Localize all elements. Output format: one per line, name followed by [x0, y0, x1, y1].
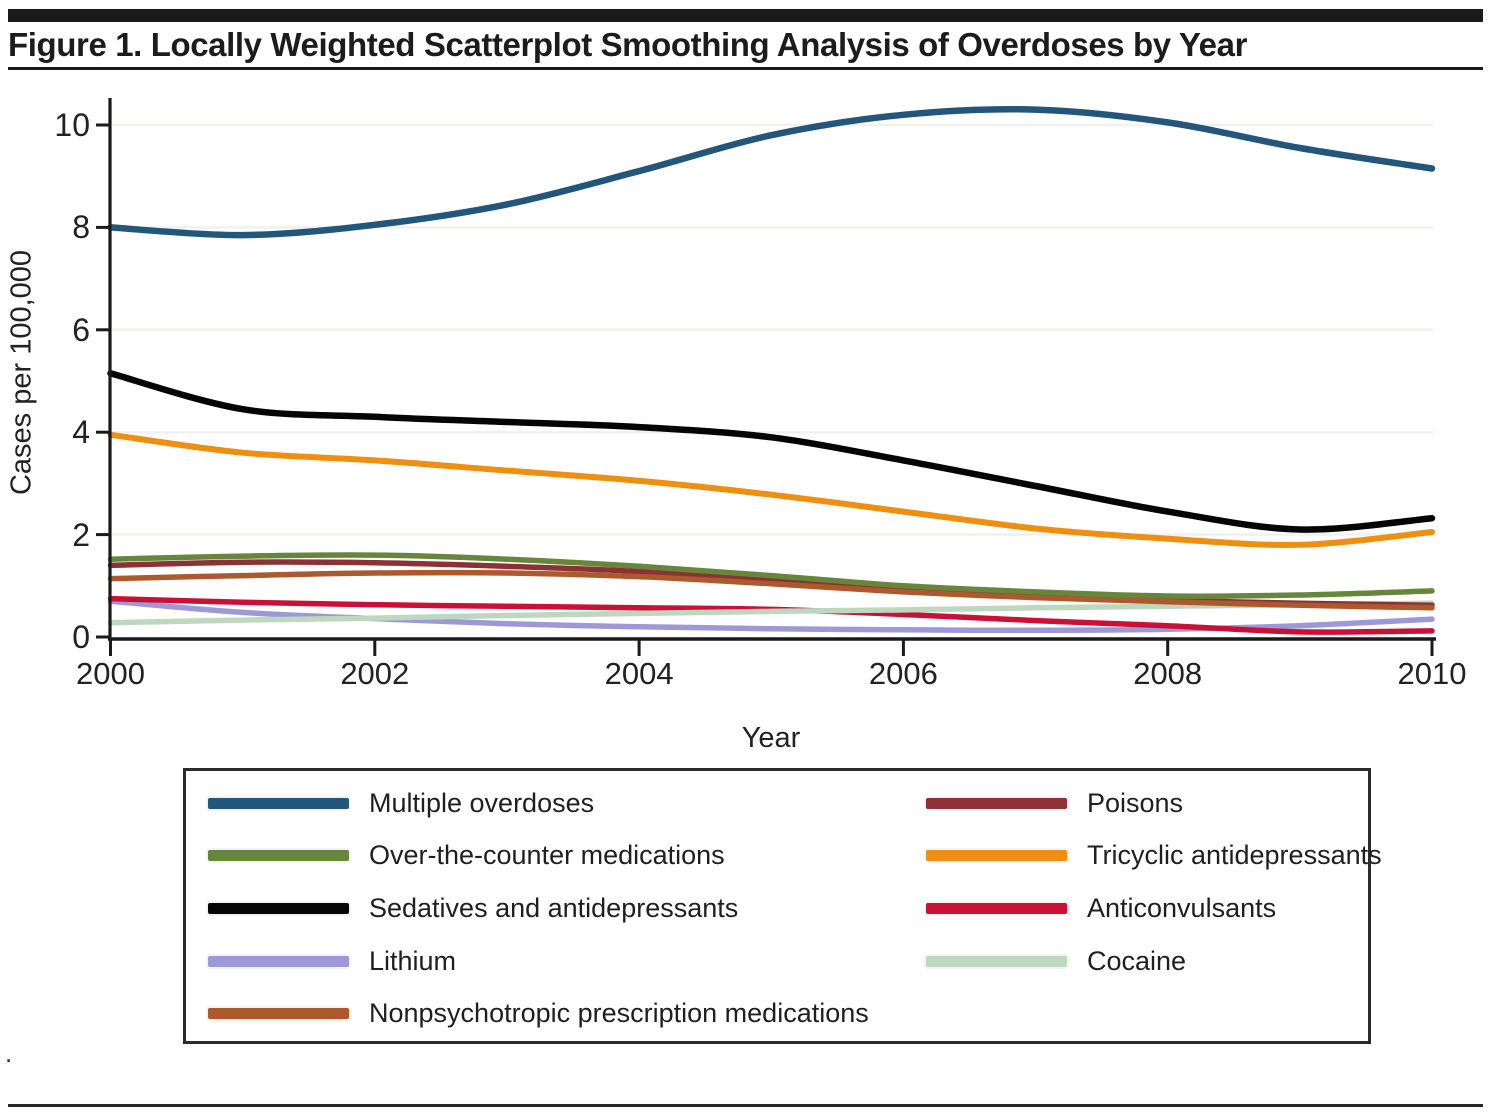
legend-label-over-the-counter-medications: Over-the-counter medications — [369, 840, 725, 871]
figure-title: Figure 1. Locally Weighted Scatterplot S… — [8, 26, 1248, 63]
legend-swatch-over-the-counter-medications — [208, 850, 349, 862]
legend-label-multiple-overdoses: Multiple overdoses — [369, 787, 595, 818]
series-line-poisons — [107, 559, 1435, 609]
x-tick-label-2004: 2004 — [604, 656, 674, 691]
series-line-sedatives-and-antidepressants — [107, 370, 1436, 533]
y-tick-label-0: 0 — [72, 619, 90, 655]
legend-item-cocaine: Cocaine — [904, 935, 1382, 988]
legend-swatch-multiple-overdoses — [208, 797, 349, 809]
legend-swatch-anticonvulsants — [926, 902, 1067, 914]
legend-label-poisons: Poisons — [1087, 787, 1184, 818]
top-rule-bar — [8, 9, 1483, 22]
x-axis-label: Year — [741, 722, 801, 754]
legend-item-tricyclic-antidepressants: Tricyclic antidepressants — [904, 830, 1382, 883]
legend-grid: Multiple overdoses Over-the-counter medic… — [186, 771, 1382, 1041]
legend-label-nonpsychotropic-prescription-medications: Nonpsychotropic prescription medications — [369, 998, 869, 1029]
series-line-nonpsychotropic-prescription-medications — [107, 569, 1435, 611]
series-line-cocaine — [107, 600, 1435, 626]
legend-column-right: Poisons Tricyclic antidepressants Anticonv… — [904, 771, 1382, 1041]
x-tick-label-2008: 2008 — [1133, 656, 1203, 691]
bottom-rule-bar — [8, 1104, 1483, 1107]
y-axis-label: Cases per 100,000 — [5, 249, 38, 496]
legend-label-lithium: Lithium — [369, 945, 457, 976]
legend-swatch-lithium — [208, 955, 349, 967]
legend-swatch-tricyclic-antidepressants — [926, 850, 1067, 862]
legend-swatch-nonpsychotropic-prescription-medications — [208, 1008, 349, 1020]
legend-swatch-sedatives-and-antidepressants — [208, 902, 349, 914]
series-line-tricyclic-antidepressants — [107, 431, 1435, 548]
y-tick-label-2: 2 — [72, 516, 90, 553]
legend-item-anticonvulsants: Anticonvulsants — [904, 882, 1382, 935]
y-tick-label-8: 8 — [72, 209, 90, 246]
series-line-lithium — [107, 598, 1435, 634]
legend-label-cocaine: Cocaine — [1087, 945, 1187, 976]
series-line-anticonvulsants — [107, 595, 1435, 635]
x-tick-label-2000: 2000 — [76, 656, 145, 691]
x-tick-label-2002: 2002 — [340, 656, 410, 691]
legend-label-tricyclic-antidepressants: Tricyclic antidepressants — [1087, 840, 1382, 871]
title-divider — [8, 67, 1483, 70]
legend-item-nonpsychotropic-prescription-medications: Nonpsychotropic prescription medications — [186, 987, 904, 1040]
legend-item-multiple-overdoses: Multiple overdoses — [186, 777, 904, 830]
legend-item-lithium: Lithium — [186, 935, 904, 988]
legend-swatch-cocaine — [926, 955, 1067, 967]
y-tick-label-4: 4 — [72, 414, 90, 451]
legend-label-sedatives-and-antidepressants: Sedatives and antidepressants — [369, 892, 739, 923]
x-tick-label-2010: 2010 — [1397, 656, 1467, 691]
legend-box: Multiple overdoses Over-the-counter medic… — [183, 768, 1382, 1044]
series-line-over-the-counter-medications — [107, 552, 1435, 599]
legend-item-over-the-counter-medications: Over-the-counter medications — [186, 830, 904, 883]
legend-label-anticonvulsants: Anticonvulsants — [1087, 892, 1277, 923]
y-tick-label-10: 10 — [54, 107, 90, 143]
footnote-period: . — [5, 1038, 13, 1068]
legend-item-poisons: Poisons — [904, 777, 1382, 830]
legend-item-sedatives-and-antidepressants: Sedatives and antidepressants — [186, 882, 904, 935]
y-tick-label-6: 6 — [72, 311, 90, 348]
legend-column-left: Multiple overdoses Over-the-counter medic… — [186, 771, 904, 1041]
series-line-multiple-overdoses — [107, 106, 1436, 239]
legend-swatch-poisons — [926, 797, 1067, 809]
x-tick-label-2006: 2006 — [868, 656, 938, 691]
